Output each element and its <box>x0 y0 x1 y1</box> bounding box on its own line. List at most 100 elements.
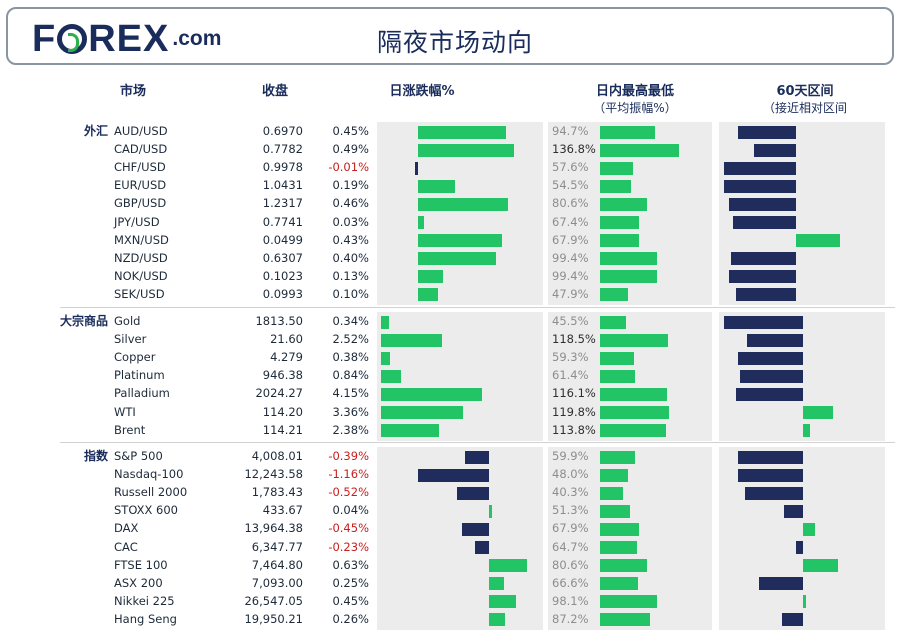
row-close: 0.0499 <box>262 232 303 247</box>
intraday-label: 57.6% <box>552 160 589 175</box>
row-symbol: Nikkei 225 <box>114 593 175 608</box>
row-close: 4,008.01 <box>251 449 303 463</box>
intraday-label: 40.3% <box>552 485 589 500</box>
row-symbol: Brent <box>114 422 146 437</box>
col-header-daily-change: 日涨跌幅% <box>389 84 455 99</box>
intraday-label: 67.9% <box>552 232 589 247</box>
row-close: 0.0993 <box>262 286 303 301</box>
intraday-bar <box>600 179 632 193</box>
range60-bar <box>738 125 796 139</box>
row-symbol: DAX <box>114 521 139 536</box>
intraday-bar <box>600 613 651 627</box>
row-change: 4.15% <box>332 386 369 401</box>
row-close: 1813.50 <box>255 314 303 328</box>
row-close: 13,964.38 <box>244 521 303 536</box>
intraday-bar <box>600 504 630 518</box>
range60-bar <box>796 234 841 248</box>
intraday-bar <box>600 216 639 229</box>
daily-change-bar <box>489 595 517 609</box>
intraday-bar <box>600 468 628 482</box>
intraday-bar <box>600 577 639 591</box>
daily-change-bar <box>418 270 444 284</box>
forex-logo: F REX .com <box>32 19 221 59</box>
intraday-bar <box>600 270 658 284</box>
daily-change-panel <box>377 312 543 441</box>
group-separator <box>60 307 895 308</box>
daily-change-bar <box>381 333 443 347</box>
intraday-label: 64.7% <box>552 539 589 554</box>
row-change: -0.01% <box>328 160 369 175</box>
row-change: -1.16% <box>328 467 369 482</box>
intraday-bar <box>600 161 634 175</box>
daily-change-bar <box>381 315 390 329</box>
daily-change-bar <box>381 387 482 401</box>
row-change: 0.45% <box>332 124 369 138</box>
row-change: 0.84% <box>332 368 369 383</box>
daily-change-bar <box>489 613 505 627</box>
daily-change-bar <box>415 161 418 175</box>
row-symbol: Silver <box>114 332 147 347</box>
daily-change-bar <box>418 234 502 248</box>
row-symbol: WTI <box>114 404 136 419</box>
row-change: 0.04% <box>332 503 369 518</box>
row-close: 0.1023 <box>262 268 303 283</box>
row-symbol: MXN/USD <box>114 232 169 247</box>
intraday-label: 99.4% <box>552 250 589 265</box>
intraday-label: 47.9% <box>552 286 589 301</box>
col-header-intraday: 日内最高最低 <box>595 84 674 99</box>
intraday-bar <box>600 333 669 347</box>
intraday-label: 119.8% <box>552 404 596 419</box>
row-symbol: Platinum <box>114 368 165 383</box>
row-change: 0.25% <box>332 575 369 590</box>
row-symbol: Nasdaq-100 <box>114 467 184 482</box>
row-close: 0.7741 <box>262 214 303 229</box>
row-symbol: FTSE 100 <box>114 557 168 572</box>
intraday-label: 59.3% <box>552 350 589 365</box>
row-change: 0.34% <box>332 314 369 328</box>
intraday-bar <box>600 424 666 438</box>
intraday-bar <box>600 486 624 500</box>
daily-change-bar <box>465 450 489 464</box>
row-change: -0.52% <box>328 485 369 500</box>
intraday-label: 99.4% <box>552 268 589 283</box>
intraday-label: 94.7% <box>552 124 589 138</box>
row-change: 0.13% <box>332 268 369 283</box>
page-title: 隔夜市场动向 <box>377 28 534 57</box>
intraday-label: 61.4% <box>552 368 589 383</box>
range60-bar <box>803 595 806 609</box>
daily-change-bar <box>457 486 489 500</box>
daily-change-bar <box>418 179 456 193</box>
group-label: 外汇 <box>83 124 108 138</box>
report-header: F REX .com 隔夜市场动向 <box>6 7 894 65</box>
logo-o-icon <box>57 24 88 54</box>
intraday-bar <box>600 559 647 573</box>
row-close: 1,783.43 <box>251 485 303 500</box>
col-header-close: 收盘 <box>261 84 288 99</box>
row-symbol: EUR/USD <box>114 178 167 193</box>
range60-bar <box>724 315 803 329</box>
intraday-label: 80.6% <box>552 557 589 572</box>
row-change: 0.10% <box>332 286 369 301</box>
intraday-bar <box>600 315 627 329</box>
row-symbol: CAD/USD <box>114 142 168 157</box>
intraday-bar <box>600 595 657 609</box>
intraday-label: 54.5% <box>552 178 589 193</box>
logo-letters-rex: REX <box>88 18 170 60</box>
range60-bar <box>803 424 810 438</box>
group-label: 指数 <box>83 449 108 463</box>
row-close: 114.21 <box>262 422 303 437</box>
row-change: 0.26% <box>332 611 369 626</box>
row-change: -0.23% <box>328 539 369 554</box>
intraday-bar <box>600 252 658 266</box>
row-symbol: JPY/USD <box>114 214 160 229</box>
intraday-label: 87.2% <box>552 611 589 626</box>
range60-bar <box>738 351 803 365</box>
row-symbol: Palladium <box>114 386 170 401</box>
daily-change-bar <box>381 406 463 419</box>
row-close: 433.67 <box>262 503 303 518</box>
intraday-label: 67.4% <box>552 214 589 229</box>
row-symbol: NOK/USD <box>114 268 168 283</box>
range60-bar <box>803 406 834 419</box>
row-change: 3.36% <box>332 404 369 419</box>
row-symbol: CAC <box>114 539 138 554</box>
